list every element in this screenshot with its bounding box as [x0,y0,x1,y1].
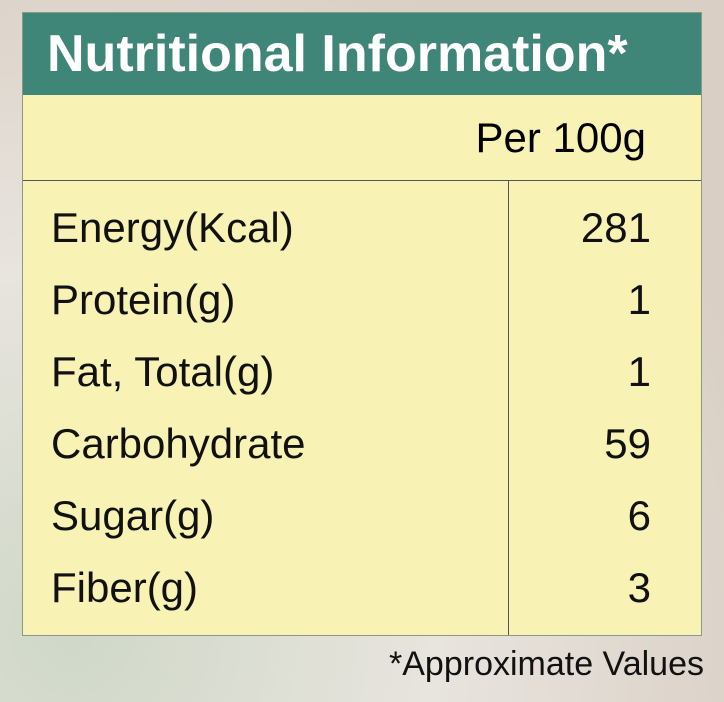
nutrient-value: 1 [627,348,651,395]
nutrient-row: Fat, Total(g) 1 [51,337,651,407]
nutrient-name: Fat, Total(g) [51,348,275,395]
column-header: Per 100g [23,95,701,181]
nutrient-name: Sugar(g) [51,492,215,539]
nutrient-row: Protein(g) 1 [51,265,651,335]
nutrient-value: 59 [604,420,651,467]
footnote: *Approximate Values [389,645,704,683]
nutrition-card: Nutritional Information* Per 100g Energy… [22,12,702,636]
nutrient-row: Fiber(g) 3 [51,553,651,623]
nutrient-name: Energy(Kcal) [51,204,294,251]
nutrient-row: Sugar(g) 6 [51,481,651,551]
nutrient-value: 1 [627,276,651,323]
nutrient-row: Carbohydrate 59 [51,409,651,479]
nutrient-name: Fiber(g) [51,564,199,611]
nutrient-row: Energy(Kcal) 281 [51,193,651,263]
nutrient-name: Carbohydrate [51,420,306,467]
nutrient-value: 6 [627,492,651,539]
nutrient-name: Protein(g) [51,276,236,323]
nutrient-value: 3 [627,564,651,611]
column-divider [508,180,509,635]
nutrient-value: 281 [580,204,651,251]
title: Nutritional Information* [23,13,701,95]
